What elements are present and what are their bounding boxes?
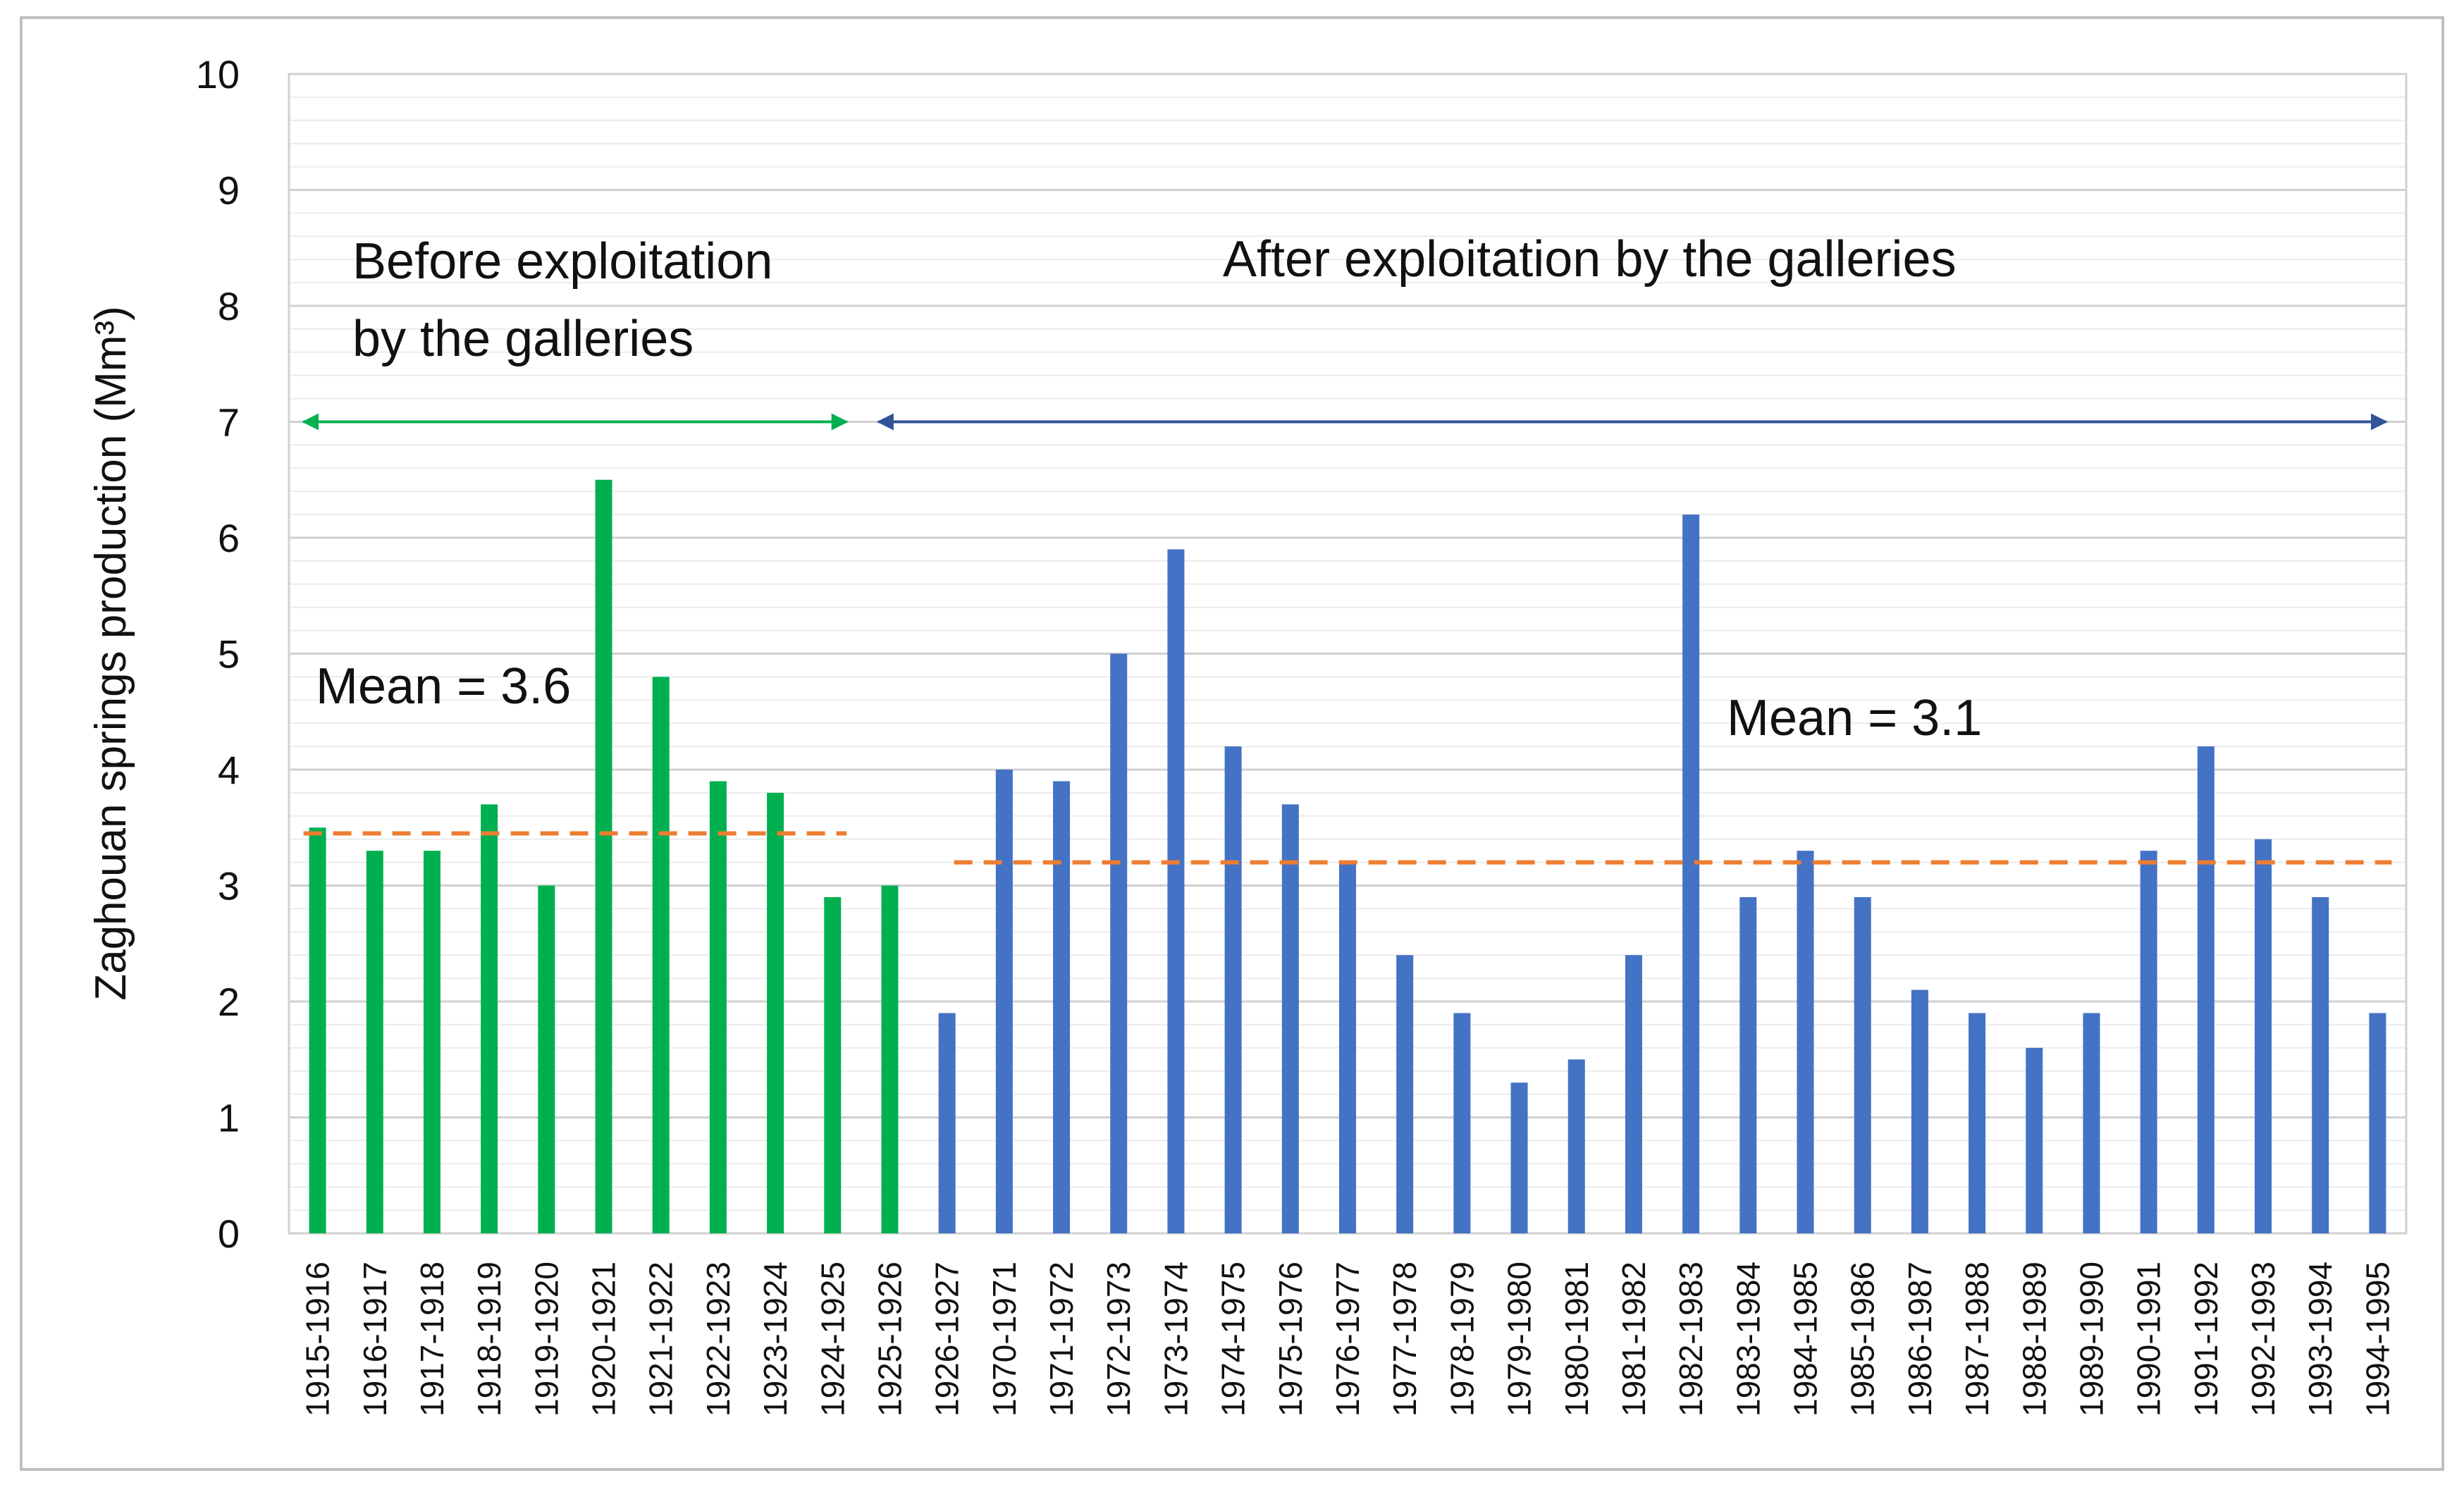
bar [1682, 514, 1700, 1233]
bar [995, 770, 1013, 1233]
x-tick-label: 1977-1978 [1386, 1262, 1423, 1417]
y-tick-label: 10 [196, 52, 240, 97]
x-tick-label: 1984-1985 [1787, 1262, 1824, 1417]
bar [2140, 851, 2157, 1233]
x-tick-label: 1971-1972 [1043, 1262, 1080, 1417]
x-tick-label: 1972-1973 [1100, 1262, 1137, 1417]
y-tick-label: 8 [218, 284, 240, 328]
x-tick-label: 1976-1977 [1329, 1262, 1366, 1417]
x-tick-label: 1915-1916 [300, 1262, 336, 1417]
after-period-label: After exploitation by the galleries [1223, 231, 1957, 288]
bar [1567, 1059, 1585, 1233]
x-tick-label: 1922-1923 [700, 1262, 737, 1417]
bar [1053, 781, 1071, 1233]
x-tick-label: 1978-1979 [1443, 1262, 1480, 1417]
x-tick-label: 1916-1917 [357, 1262, 393, 1417]
y-tick-label: 6 [218, 516, 240, 560]
x-tick-label: 1920-1921 [586, 1262, 622, 1417]
x-tick-label: 1974-1975 [1215, 1262, 1252, 1417]
after-mean-label: Mean = 3.1 [1727, 690, 1982, 746]
bar [1167, 549, 1185, 1233]
x-tick-label: 1979-1980 [1501, 1262, 1538, 1417]
bar [423, 851, 441, 1233]
x-tick-label: 1993-1994 [2302, 1262, 2339, 1417]
bar [1224, 746, 1242, 1233]
bar [652, 677, 670, 1233]
x-axis-ticks: 1915-1916 1916-1917 1917-1918 1918-1919 1919… [300, 1262, 2396, 1417]
bars [309, 479, 2386, 1233]
bar [595, 479, 612, 1233]
bar [2312, 896, 2329, 1233]
bar [1453, 1013, 1471, 1233]
x-tick-label: 1923-1924 [757, 1262, 794, 1417]
x-tick-label: 1985-1986 [1844, 1262, 1881, 1417]
y-axis-label: Zaghouan springs production (Mm³) [87, 306, 135, 1001]
x-tick-label: 1994-1995 [2359, 1262, 2396, 1417]
x-tick-label: 1926-1927 [929, 1262, 966, 1417]
x-tick-label: 1919-1920 [528, 1262, 565, 1417]
x-tick-label: 1981-1982 [1615, 1262, 1652, 1417]
x-tick-label: 1988-1989 [2016, 1262, 2052, 1417]
bar [824, 896, 842, 1233]
bar [1854, 896, 1871, 1233]
y-tick-label: 0 [218, 1212, 240, 1256]
bar [1339, 862, 1356, 1233]
x-tick-label: 1917-1918 [414, 1262, 450, 1417]
before-period-label-line2: by the galleries [352, 311, 694, 367]
x-tick-label: 1989-1990 [2073, 1262, 2109, 1417]
before-mean-label: Mean = 3.6 [316, 658, 571, 715]
y-tick-label: 7 [218, 400, 240, 445]
y-tick-label: 5 [218, 632, 240, 677]
bar [1911, 989, 1928, 1233]
bar [881, 885, 899, 1233]
x-tick-label: 1918-1919 [471, 1262, 507, 1417]
bar [538, 885, 555, 1233]
y-axis-ticks: 0 1 2 3 4 5 6 7 8 9 10 [196, 52, 240, 1256]
x-tick-label: 1980-1981 [1558, 1262, 1595, 1417]
bar [709, 781, 727, 1233]
x-tick-label: 1924-1925 [814, 1262, 851, 1417]
bar [481, 804, 498, 1233]
x-tick-label: 1986-1987 [1902, 1262, 1938, 1417]
bar [767, 792, 784, 1233]
bar [1969, 1013, 1986, 1233]
x-tick-label: 1970-1971 [986, 1262, 1023, 1417]
x-tick-label: 1973-1974 [1157, 1262, 1194, 1417]
before-period-label: Before exploitation [352, 233, 772, 290]
bar [1110, 653, 1128, 1233]
bar [309, 827, 326, 1233]
bar [2255, 839, 2272, 1233]
bar [2026, 1047, 2043, 1233]
x-tick-label: 1921-1922 [643, 1262, 679, 1417]
x-tick-label: 1991-1992 [2188, 1262, 2224, 1417]
bar [1625, 955, 1642, 1233]
bar [366, 851, 383, 1233]
x-tick-label: 1925-1926 [871, 1262, 908, 1417]
x-tick-label: 1982-1983 [1673, 1262, 1709, 1417]
bar [1739, 896, 1757, 1233]
y-tick-label: 9 [218, 168, 240, 213]
x-tick-label: 1983-1984 [1730, 1262, 1766, 1417]
bar [1510, 1083, 1528, 1233]
x-tick-label: 1987-1988 [1959, 1262, 1995, 1417]
bar [2369, 1013, 2386, 1233]
x-tick-label: 1992-1993 [2245, 1262, 2281, 1417]
bar [2197, 746, 2214, 1233]
x-tick-label: 1975-1976 [1272, 1262, 1309, 1417]
bar [1797, 851, 1814, 1233]
bar [1396, 955, 1414, 1233]
y-tick-label: 4 [218, 748, 240, 792]
bar [2083, 1013, 2100, 1233]
y-tick-label: 2 [218, 980, 240, 1024]
x-tick-label: 1990-1991 [2131, 1262, 2167, 1417]
y-tick-label: 1 [218, 1096, 240, 1140]
annotations: Before exploitation by the galleries After… [302, 231, 2392, 865]
bar [1281, 804, 1299, 1233]
y-tick-label: 3 [218, 864, 240, 908]
bar [938, 1013, 956, 1233]
